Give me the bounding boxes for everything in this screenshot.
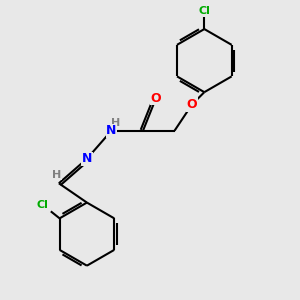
Text: H: H [111,118,120,128]
Text: O: O [151,92,161,105]
Text: Cl: Cl [198,6,210,16]
Text: O: O [187,98,197,111]
Text: N: N [82,152,92,165]
Text: N: N [106,124,117,137]
Text: Cl: Cl [36,200,48,210]
Text: H: H [52,169,62,179]
